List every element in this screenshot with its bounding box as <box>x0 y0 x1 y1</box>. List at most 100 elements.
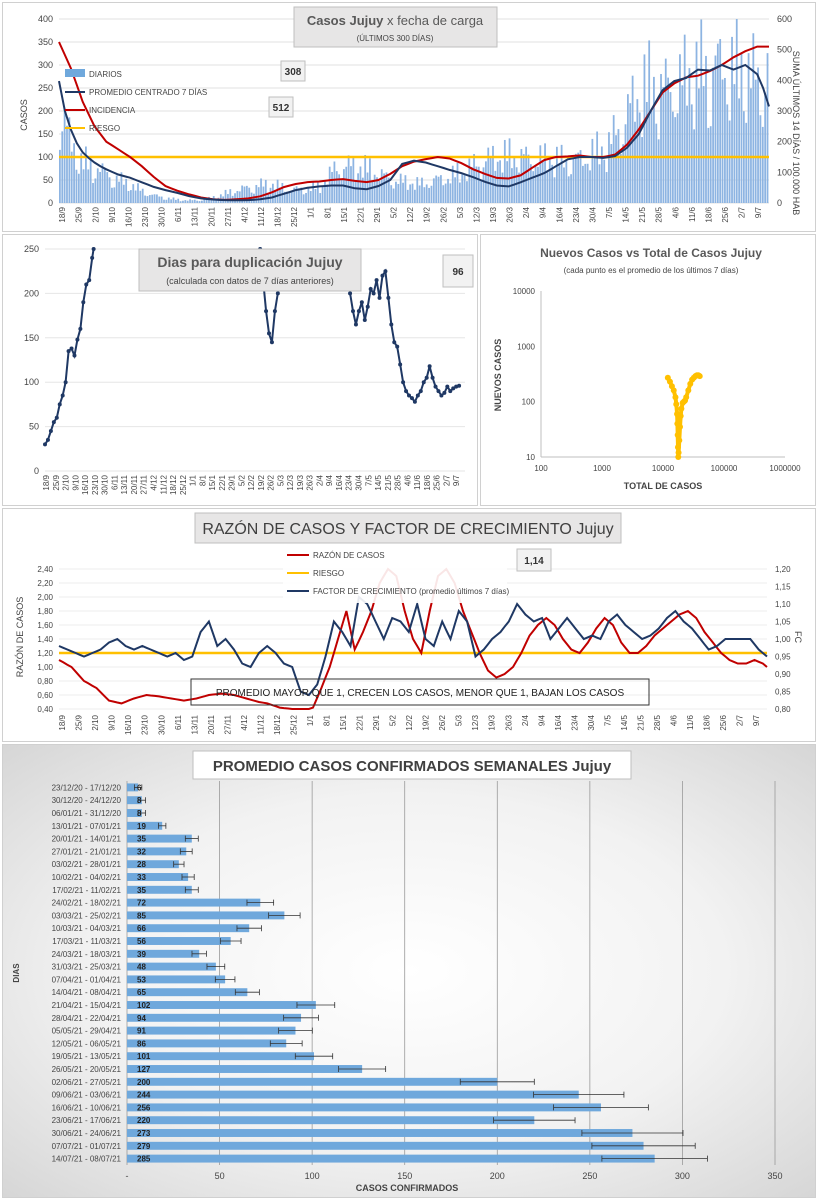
daily-bar <box>340 179 343 203</box>
daily-bar <box>307 187 310 203</box>
daily-bar <box>629 103 632 203</box>
doubling-x-tick-label: 19/3 <box>296 474 305 490</box>
daily-bar <box>726 104 729 203</box>
daily-bar <box>288 192 291 203</box>
weekly-value-label: 285 <box>137 1155 151 1164</box>
daily-bar <box>404 175 407 203</box>
daily-bar <box>664 58 667 203</box>
daily-x-tick-label: 5/2 <box>390 206 399 218</box>
daily-bar <box>451 165 454 203</box>
doubling-x-tick-label: 18/9 <box>42 474 51 490</box>
daily-bar <box>167 197 170 203</box>
doubling-point <box>48 429 53 434</box>
daily-bar <box>529 164 532 203</box>
weekly-value-label: 32 <box>137 847 146 856</box>
daily-x-tick-label: 9/10 <box>108 206 117 222</box>
daily-bar <box>87 169 90 203</box>
daily-x-tick-label: 12/3 <box>472 206 481 222</box>
daily-bar <box>359 166 362 203</box>
doubling-point <box>356 309 361 314</box>
ratio-x-tick-label: 29/1 <box>372 714 381 730</box>
daily-bar <box>556 146 558 203</box>
x-tick-label: 100 <box>305 1171 320 1181</box>
doubling-point <box>359 300 364 305</box>
daily-bar <box>314 188 317 203</box>
daily-bar <box>470 166 473 203</box>
ratio-x-tick-label: 9/4 <box>537 714 546 726</box>
daily-x-tick-label: 18/6 <box>704 206 713 222</box>
daily-bar <box>458 182 461 203</box>
note-box <box>190 678 650 706</box>
daily-bar <box>634 121 636 203</box>
weekly-average-panel: PROMEDIO CASOS CONFIRMADOS SEMANALES Juj… <box>2 744 816 1198</box>
doubling-x-tick-label: 4/12 <box>149 474 158 490</box>
legend-label-risk: RIESGO <box>89 124 120 133</box>
doubling-point <box>54 415 59 420</box>
x-tick-label: 50 <box>215 1171 225 1181</box>
doubling-x-tick-label: 30/10 <box>101 474 110 495</box>
daily-x-tick-label: 6/11 <box>174 206 183 222</box>
daily-bar <box>295 186 298 203</box>
daily-bar <box>477 166 480 203</box>
weekly-bar <box>127 962 216 971</box>
y-tick-label: 2,20 <box>37 579 53 588</box>
y-tick-label: 150 <box>24 333 39 343</box>
ratio-x-tick-label: 12/3 <box>471 714 480 730</box>
chart-subtitle: (cada punto es el promedio de los último… <box>564 266 739 275</box>
doubling-point <box>368 286 373 291</box>
doubling-x-tick-label: 25/9 <box>52 474 61 490</box>
chart-title: RAZÓN DE CASOS Y FACTOR DE CRECIMIENTO J… <box>202 519 613 538</box>
weekly-value-label: 35 <box>137 835 146 844</box>
ratio-x-tick-label: 4/6 <box>669 714 678 726</box>
daily-bar <box>184 200 187 203</box>
daily-bar <box>269 187 272 203</box>
daily-x-tick-label: 25/6 <box>721 206 730 222</box>
daily-bar <box>111 187 113 203</box>
daily-bar <box>546 171 549 203</box>
scatter-point <box>696 373 703 380</box>
x-tick-label: 100 <box>534 464 548 473</box>
y-right-tick-label: 0,90 <box>775 670 791 679</box>
weekly-value-label: 35 <box>137 886 146 895</box>
weekly-bar <box>127 1141 644 1150</box>
y-right-tick-label: 1,05 <box>775 618 791 627</box>
y-right-tick-label: 500 <box>777 45 792 55</box>
y-tick-label: 0,80 <box>37 677 53 686</box>
daily-bar <box>515 167 518 203</box>
daily-bar <box>534 165 537 203</box>
ratio-x-tick-label: 15/1 <box>339 714 348 730</box>
daily-bar <box>435 175 438 203</box>
doubling-x-tick-label: 14/5 <box>374 474 383 490</box>
weekly-bar <box>127 834 192 843</box>
y-right-tick-label: 400 <box>777 75 792 85</box>
daily-bar <box>191 200 194 203</box>
daily-bar <box>290 190 293 203</box>
daily-bar <box>612 115 615 203</box>
chart-subtitle: (ÚLTIMOS 300 DÍAS) <box>357 34 434 43</box>
doubling-x-tick-label: 9/4 <box>325 474 334 486</box>
legend-label-daily: DIARIOS <box>89 70 122 79</box>
daily-x-tick-label: 23/4 <box>572 206 581 222</box>
daily-x-tick-label: 11/6 <box>688 206 697 222</box>
daily-bar <box>227 194 229 203</box>
weekly-category-label: 12/05/21 - 06/05/21 <box>52 1039 122 1048</box>
doubling-point <box>43 442 47 447</box>
weekly-value-label: 86 <box>137 1039 146 1048</box>
weekly-value-label: 66 <box>137 924 146 933</box>
x-tick-label: 350 <box>767 1171 782 1181</box>
daily-x-tick-label: 12/2 <box>406 206 415 222</box>
daily-bar <box>745 122 748 203</box>
daily-bar <box>610 144 613 203</box>
new-vs-total-panel: Nuevos Casos vs Total de Casos Jujuy (ca… <box>480 234 816 506</box>
daily-bar <box>752 33 755 203</box>
legend-label-incidence: INCIDENCIA <box>89 106 136 115</box>
title-box <box>194 512 622 544</box>
y-tick-label: 0 <box>34 466 39 476</box>
weekly-category-label: 23/06/21 - 17/06/21 <box>52 1116 122 1125</box>
daily-bar <box>688 68 691 203</box>
ratio-x-tick-label: 26/2 <box>438 714 447 730</box>
ratio-x-tick-label: 11/12 <box>256 714 265 734</box>
daily-bar <box>494 170 497 203</box>
daily-bar <box>537 166 539 203</box>
weekly-category-label: 30/06/21 - 24/06/21 <box>52 1129 122 1138</box>
